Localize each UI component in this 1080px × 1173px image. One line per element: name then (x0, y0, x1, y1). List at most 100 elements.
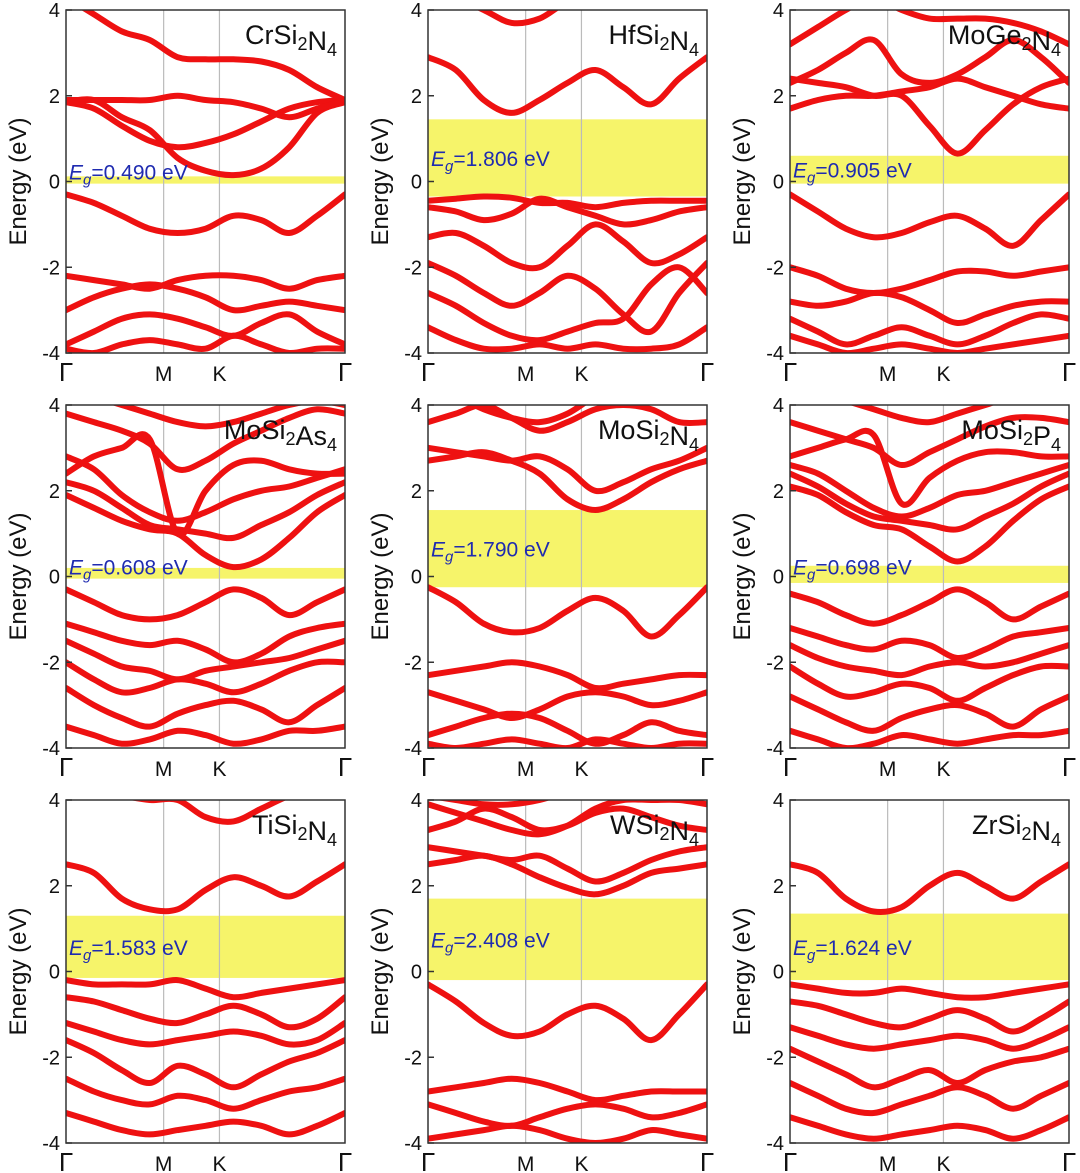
bands (428, 405, 707, 748)
eg-subscript: g (445, 549, 454, 566)
material-title: MoSi2As4 (224, 415, 337, 455)
band-gap-label: Eg=0.608 eV (69, 557, 188, 584)
band-line-v2 (428, 1075, 707, 1104)
title-element: Mo (961, 415, 999, 445)
y-tick-label: 2 (49, 481, 60, 503)
eg-value: 0.608 (104, 557, 157, 580)
band-gap-label: Eg=0.698 eV (793, 557, 912, 584)
eg-unit: eV (156, 937, 188, 960)
x-tick-label-2: M (517, 363, 535, 386)
band-gap-label: Eg=1.624 eV (793, 937, 912, 964)
eg-equals: = (453, 929, 465, 952)
title-subscript: 2 (659, 429, 669, 449)
band-line-v5 (428, 264, 707, 344)
y-tick-label: 2 (411, 876, 422, 898)
band-line-v6 (790, 1114, 1069, 1142)
material-title: HfSi2N4 (608, 20, 699, 60)
band-line-c4 (428, 800, 707, 838)
eg-value: 2.408 (466, 929, 519, 952)
material-title: TiSi2N4 (252, 810, 337, 850)
y-tick-label: 2 (773, 86, 784, 108)
title-element: N (307, 816, 327, 846)
title-subscript: 4 (327, 40, 337, 60)
x-tick-label-3: K (936, 758, 950, 781)
y-tick-label: -4 (404, 738, 422, 760)
x-tick-label-4: Γ (1062, 752, 1076, 782)
band-line-v1 (428, 981, 707, 1044)
x-tick-label-1: Γ (59, 752, 73, 782)
x-tick-label-3: K (936, 1153, 950, 1173)
band-line-v6 (66, 723, 345, 747)
eg-subscript: g (83, 567, 92, 584)
band-line-v1 (66, 977, 345, 1001)
y-tick-label: 0 (773, 962, 784, 984)
band-line-v2 (66, 272, 345, 292)
bands (790, 861, 1069, 1142)
band-line-v2 (66, 620, 345, 666)
eg-equals: = (815, 160, 827, 183)
title-element: Si (261, 415, 285, 445)
band-line-v2 (790, 998, 1069, 1035)
y-tick-label: -2 (42, 652, 60, 674)
y-tick-label: -4 (404, 343, 422, 365)
band-line-v3 (790, 642, 1069, 679)
title-element: N (669, 421, 689, 451)
title-element: N (669, 26, 689, 56)
y-tick-label: 0 (773, 567, 784, 589)
title-subscript: 4 (1051, 435, 1061, 455)
band-line-c4 (790, 10, 1069, 48)
band-line-c2 (790, 470, 1069, 533)
title-element: Ti (252, 810, 274, 840)
x-tick-label-3: K (936, 363, 950, 386)
y-tick-label: 0 (411, 172, 422, 194)
x-tick-label-1: Γ (421, 357, 435, 387)
band-line-v4 (428, 260, 707, 336)
eg-equals: = (815, 937, 827, 960)
band-line-v3 (66, 281, 345, 314)
y-tick-label: -2 (404, 257, 422, 279)
title-subscript: 4 (327, 830, 337, 850)
title-element: As (295, 421, 327, 451)
x-tick-label-4: Γ (700, 357, 714, 387)
eg-unit: eV (880, 557, 912, 580)
y-tick-label: 0 (49, 962, 60, 984)
band-line-v5 (790, 332, 1069, 353)
title-subscript: 4 (689, 40, 699, 60)
y-axis-label: Energy (eV) (367, 512, 394, 640)
y-tick-label: 0 (49, 172, 60, 194)
y-tick-label: 2 (411, 86, 422, 108)
y-tick-label: -4 (42, 343, 60, 365)
band-gap-region (66, 915, 345, 978)
title-subscript: 4 (327, 435, 337, 455)
x-tick-label-2: M (517, 1153, 535, 1173)
band-line-v2 (790, 264, 1069, 296)
title-element: Si (635, 20, 659, 50)
eg-symbol: E (431, 929, 446, 952)
eg-subscript: g (83, 947, 92, 964)
eg-symbol: E (793, 557, 808, 580)
eg-symbol: E (431, 539, 446, 562)
band-line-c3 (66, 92, 345, 121)
x-tick-label-1: Γ (783, 1147, 797, 1173)
bands (66, 405, 345, 747)
band-line-v2 (66, 994, 345, 1031)
title-element: N (307, 26, 327, 56)
band-line-v1 (66, 586, 345, 623)
y-tick-label: 2 (49, 86, 60, 108)
y-tick-label: 0 (49, 567, 60, 589)
band-line-v2 (428, 195, 707, 228)
band-line-v2 (790, 625, 1069, 662)
x-tick-label-4: Γ (338, 752, 352, 782)
title-element: W (610, 810, 636, 840)
title-element: Zr (972, 810, 997, 840)
y-tick-label: 4 (411, 395, 422, 417)
material-title: MoGe2N4 (948, 20, 1061, 60)
x-tick-label-2: M (155, 1153, 173, 1173)
title-element: N (669, 816, 689, 846)
x-tick-label-3: K (212, 1153, 226, 1173)
band-line-v1 (790, 586, 1069, 627)
band-gap-label: Eg=1.583 eV (69, 937, 188, 964)
y-tick-label: -2 (42, 257, 60, 279)
